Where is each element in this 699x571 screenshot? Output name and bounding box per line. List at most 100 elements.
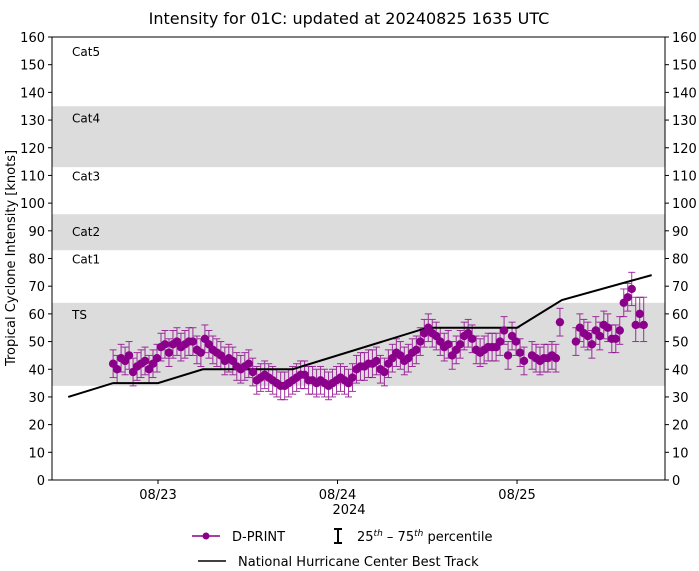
y-axis-label: Tropical Cyclone Intensity [knots] — [4, 150, 19, 367]
band-label-cat3: Cat3 — [72, 169, 100, 183]
dprint-point — [248, 367, 257, 377]
best-track-line — [67, 274, 652, 398]
y-tick-label-left: 30 — [28, 391, 45, 406]
dprint-point — [611, 334, 620, 343]
dprint-point — [152, 353, 162, 363]
y-tick-label-right: 150 — [672, 59, 697, 74]
dprint-point — [412, 345, 421, 355]
dprint-point — [635, 309, 644, 319]
y-tick-label-right: 80 — [672, 253, 689, 268]
dprint-point — [499, 326, 509, 335]
band-label-cat2: Cat2 — [72, 225, 100, 239]
dprint-point — [124, 351, 134, 360]
dprint-point — [571, 337, 581, 346]
dprint-point — [603, 323, 612, 332]
dprint-point — [639, 320, 648, 330]
y-tick-label-right: 90 — [672, 225, 689, 240]
dprint-point — [583, 331, 593, 341]
dprint-point — [511, 337, 521, 346]
dprint-point — [416, 337, 425, 346]
y-tick-label-left: 80 — [28, 253, 45, 268]
legend-percentile-label: 25th – 75th percentile — [357, 529, 492, 545]
legend: D-PRINT 25th – 75th percentile National … — [192, 528, 492, 570]
y-tick-label-left: 70 — [28, 280, 45, 295]
dprint-point — [495, 337, 505, 346]
band-label-ts: TS — [71, 308, 87, 322]
y-tick-label-left: 20 — [28, 419, 45, 434]
y-axis-ticks: 0 0 10 10 20 20 30 30 40 40 50 50 60 60 70 70 80 80 90 90 10… — [20, 31, 697, 489]
x-tick-label: 08/24 — [319, 488, 356, 503]
y-tick-label-right: 100 — [672, 197, 697, 212]
dprint-point — [631, 320, 640, 330]
y-tick-label-left: 90 — [28, 225, 45, 240]
y-tick-label-right: 130 — [672, 114, 697, 129]
legend-dprint-marker — [202, 532, 210, 540]
y-tick-label-left: 10 — [28, 446, 45, 461]
x-axis-label: 2024 — [332, 503, 365, 518]
dprint-point — [519, 356, 529, 366]
y-tick-label-left: 100 — [20, 197, 45, 212]
plot-frame — [51, 36, 666, 481]
y-tick-label-left: 150 — [20, 59, 45, 74]
dprint-point — [623, 293, 632, 302]
y-tick-label-right: 110 — [672, 169, 697, 184]
band-cat4 — [52, 106, 665, 168]
y-tick-label-left: 110 — [20, 169, 45, 184]
band-label-cat5: Cat5 — [72, 45, 100, 59]
legend-best-track-label: National Hurricane Center Best Track — [238, 555, 479, 570]
y-tick-label-right: 10 — [672, 446, 689, 461]
dprint-point — [444, 340, 453, 349]
dprint-point — [112, 365, 122, 374]
y-tick-label-right: 50 — [672, 336, 689, 351]
band-label-cat1: Cat1 — [72, 253, 100, 267]
y-tick-label-right: 40 — [672, 363, 689, 378]
x-axis-ticks: 08/23 08/24 08/25 — [139, 480, 536, 503]
dprint-point — [627, 284, 636, 294]
dprint-point — [551, 353, 561, 363]
dprint-point — [188, 337, 198, 346]
band-cat2 — [52, 214, 665, 251]
dprint-point — [348, 373, 357, 382]
y-tick-label-left: 130 — [20, 114, 45, 129]
chart-title: Intensity for 01C: updated at 20240825 1… — [149, 9, 550, 28]
dprint-point — [555, 317, 565, 327]
y-tick-label-right: 140 — [672, 86, 697, 101]
y-tick-label-right: 60 — [672, 308, 689, 323]
y-tick-label-left: 60 — [28, 308, 45, 323]
y-tick-label-right: 120 — [672, 142, 697, 157]
dprint-point — [164, 348, 174, 357]
dprint-point — [380, 367, 389, 377]
dprint-point — [372, 356, 381, 366]
y-tick-label-left: 40 — [28, 363, 45, 378]
dprint-point — [160, 340, 170, 349]
legend-errorbar-icon — [334, 528, 342, 544]
y-tick-label-left: 50 — [28, 336, 45, 351]
x-tick-label: 08/23 — [139, 488, 176, 503]
dprint-point — [455, 340, 465, 349]
y-tick-label-left: 120 — [20, 142, 45, 157]
dprint-point — [587, 340, 597, 349]
y-tick-label-right: 0 — [672, 474, 680, 489]
dprint-point — [140, 356, 150, 366]
dprint-point — [196, 348, 206, 357]
y-tick-label-right: 20 — [672, 419, 689, 434]
dprint-point — [503, 351, 513, 360]
y-tick-label-right: 30 — [672, 391, 689, 406]
category-labels: TS Cat1 Cat2 Cat3 Cat4 Cat5 — [71, 45, 100, 322]
band-label-cat4: Cat4 — [72, 111, 100, 125]
y-tick-label-right: 70 — [672, 280, 689, 295]
dprint-point — [515, 348, 525, 357]
dprint-point — [595, 331, 605, 341]
y-tick-label-left: 140 — [20, 86, 45, 101]
y-tick-label-left: 160 — [20, 31, 45, 46]
dprint-point — [467, 334, 477, 343]
x-tick-label: 08/25 — [498, 488, 535, 503]
legend-dprint-label: D-PRINT — [232, 530, 285, 545]
y-tick-label-right: 160 — [672, 31, 697, 46]
dprint-point — [244, 359, 253, 368]
dprint-point — [615, 326, 624, 335]
y-tick-label-left: 0 — [37, 474, 45, 489]
error-bar — [640, 296, 648, 343]
dprint-points — [108, 284, 648, 391]
